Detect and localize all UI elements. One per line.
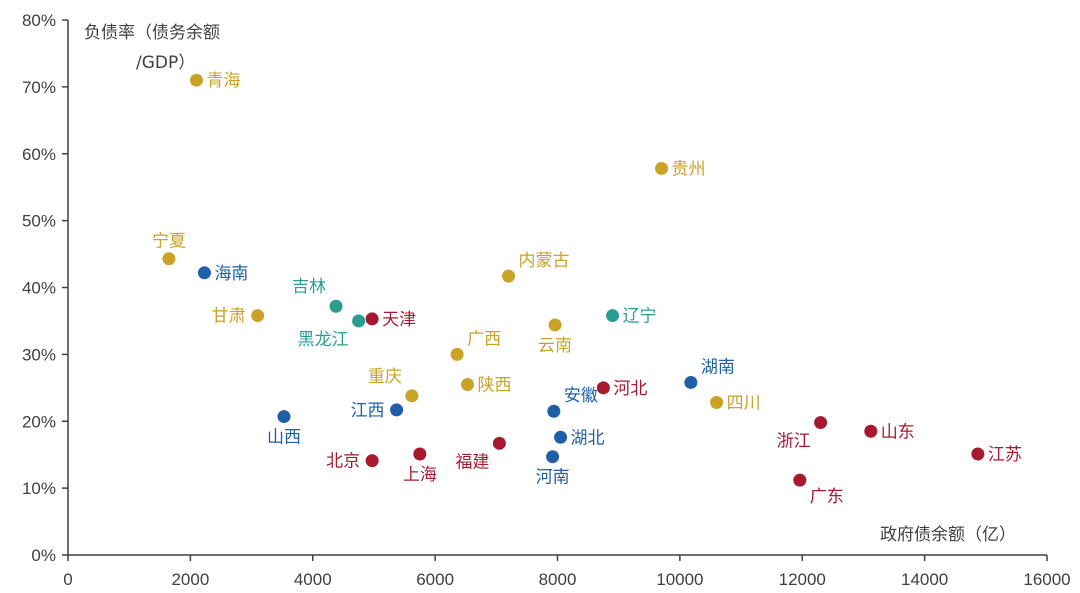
x-tick-label: 0 [63,570,72,589]
data-point-label: 四川 [727,394,761,414]
x-axis-ticks: 0 2000 4000 6000 8000 10000 12000 14000 16000 [63,555,1071,589]
y-tick-label: 70% [22,78,56,97]
data-point [546,450,560,464]
data-point-label: 陕西 [478,375,512,395]
data-point [162,252,176,266]
data-point-label: 广东 [810,487,844,507]
y-axis-ticks: 0% 10% 20% 30% 40% 50% 60% 70% 80% [22,11,68,565]
x-tick-label: 12000 [779,570,826,589]
x-tick-label: 16000 [1023,570,1070,589]
data-point-label: 福建 [455,452,489,472]
y-tick-label: 30% [22,345,56,364]
x-axis-label: 政府债余额（亿） [880,525,1016,545]
data-point [547,404,561,418]
data-point [554,430,568,444]
data-point-label: 山西 [267,428,301,448]
y-tick-label: 60% [22,145,56,164]
data-point [606,309,620,323]
data-point-label: 海南 [214,264,248,284]
data-point-label: 北京 [326,452,360,472]
data-point-label: 甘肃 [212,307,246,327]
data-point-label: 内蒙古 [519,251,570,271]
data-point-label: 安徽 [564,386,598,406]
data-point-label: 青海 [206,71,240,91]
x-tick-label: 8000 [539,570,577,589]
y-axis-label-line-1: 负债率（债务余额 [84,23,220,43]
data-point [197,266,211,280]
data-point [864,424,878,438]
y-tick-label: 20% [22,412,56,431]
data-point [405,389,419,403]
data-point [251,309,265,323]
data-point [413,447,427,461]
data-point [390,403,404,417]
data-point-label: 山东 [881,422,915,442]
data-point [502,269,516,283]
data-point-label: 河南 [536,468,570,488]
data-point-label: 云南 [538,336,572,356]
data-point-label: 湖北 [571,428,605,448]
data-point-label: 黑龙江 [298,330,349,350]
data-point-label: 江苏 [988,445,1022,465]
data-point-label: 重庆 [368,367,402,387]
y-tick-label: 0% [31,546,56,565]
y-axis-label-line-2: /GDP） [136,53,195,73]
data-point [277,410,291,424]
data-point-label: 广西 [467,329,501,349]
data-point-label: 河北 [613,379,647,399]
x-tick-label: 2000 [171,570,209,589]
data-point [461,377,475,391]
data-point [596,381,610,395]
data-point [710,396,724,410]
data-point-label: 宁夏 [152,232,186,252]
x-tick-label: 14000 [901,570,948,589]
y-tick-label: 50% [22,212,56,231]
data-point-label: 辽宁 [623,307,657,327]
data-point [814,416,828,430]
data-point [492,436,506,450]
x-tick-label: 4000 [294,570,332,589]
data-point-label: 天津 [382,310,416,330]
data-point [971,447,985,461]
data-point [352,314,366,328]
data-point-label: 贵州 [672,159,706,179]
data-point [189,73,203,87]
data-point-label: 上海 [403,465,437,485]
x-tick-label: 6000 [416,570,454,589]
data-point [793,473,807,487]
data-point [365,454,379,468]
data-point-label: 江西 [351,401,385,421]
data-point [365,312,379,326]
data-point [450,347,464,361]
data-point [655,161,669,175]
data-point [548,318,562,332]
data-point-label: 吉林 [292,277,326,297]
y-tick-label: 40% [22,279,56,298]
data-point-label: 浙江 [777,432,811,452]
x-tick-label: 10000 [656,570,703,589]
data-point-label: 湖南 [701,357,735,377]
data-point [684,375,698,389]
y-tick-label: 10% [22,479,56,498]
data-point [329,299,343,313]
y-tick-label: 80% [22,11,56,30]
